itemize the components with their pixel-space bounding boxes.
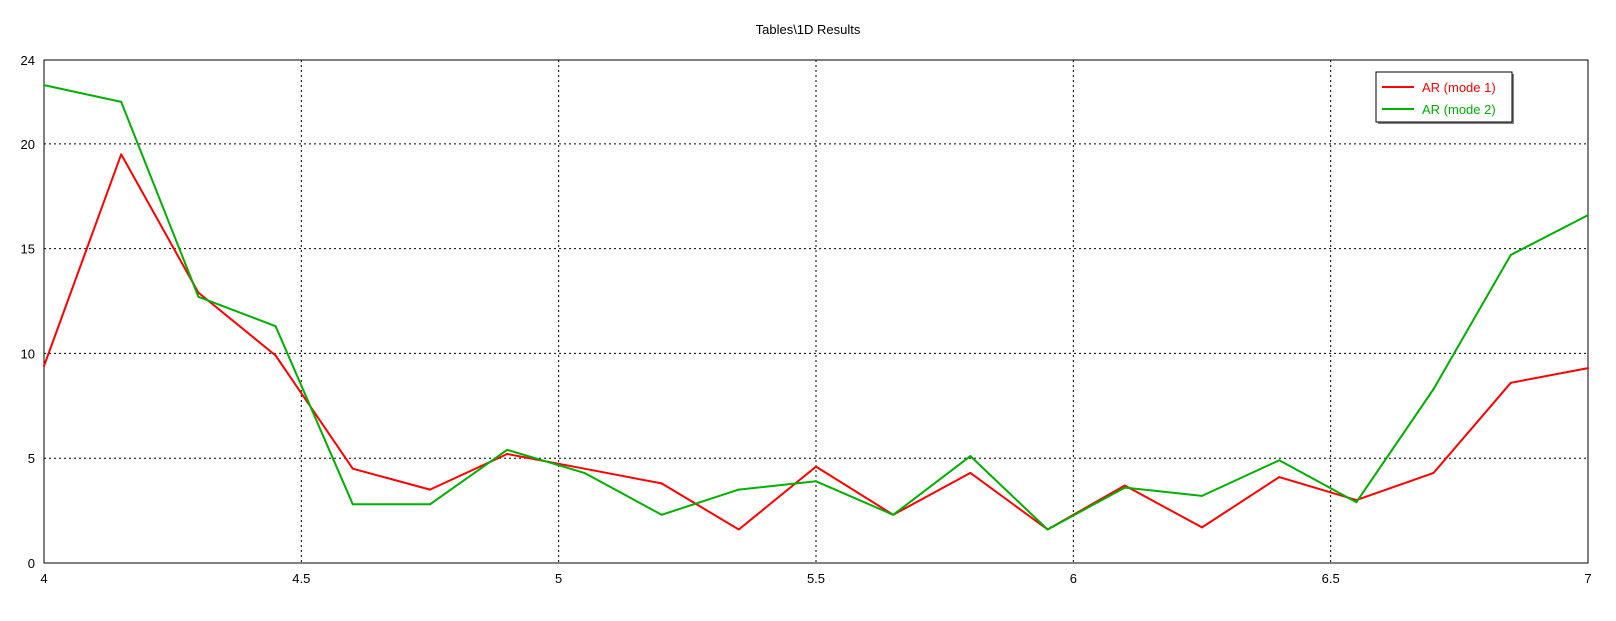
data-point — [660, 482, 663, 485]
data-point — [1201, 526, 1203, 529]
tick-labels: 4 4.5 5 5.5 6 6.5 7 0 5 10 15 20 24 — [21, 53, 1592, 586]
legend-label: AR (mode 1) — [1422, 80, 1496, 95]
data-point — [1509, 381, 1512, 384]
y-tick-label: 10 — [21, 346, 35, 361]
data-point — [1201, 494, 1203, 497]
data-point — [969, 471, 972, 474]
data-point — [583, 471, 586, 474]
data-point — [1432, 388, 1435, 391]
legend-box — [1375, 71, 1513, 123]
y-tick-label: 20 — [21, 137, 35, 152]
data-point — [429, 503, 431, 506]
data-point — [506, 448, 509, 451]
data-point — [274, 354, 277, 357]
x-tick-label: 7 — [1584, 571, 1591, 586]
data-point — [1123, 486, 1126, 489]
data-point — [1278, 459, 1281, 462]
data-point — [506, 453, 509, 456]
x-tick-label: 4.5 — [292, 571, 310, 586]
data-point — [1587, 367, 1589, 370]
y-tick-label: 15 — [21, 242, 35, 257]
data-point — [351, 467, 354, 470]
data-point — [429, 488, 431, 491]
data-point — [660, 513, 663, 516]
data-point — [120, 153, 123, 156]
plot-frame — [43, 59, 1589, 564]
x-tick-label: 5 — [555, 571, 562, 586]
x-tick-label: 6.5 — [1322, 571, 1340, 586]
data-point — [1046, 528, 1049, 531]
data-point — [1278, 476, 1281, 479]
data-point — [969, 455, 972, 458]
data-point — [120, 100, 123, 103]
data-point — [43, 364, 45, 367]
data-point — [1509, 253, 1512, 256]
data-point — [1432, 471, 1435, 474]
y-tick-label: 0 — [28, 556, 35, 571]
data-point — [583, 467, 586, 470]
data-point — [1587, 214, 1589, 217]
data-point — [274, 325, 277, 328]
y-tick-label: 24 — [21, 53, 35, 68]
x-tick-label: 5.5 — [807, 571, 825, 586]
data-point — [43, 84, 45, 87]
x-tick-label: 4 — [40, 571, 47, 586]
grid-lines — [44, 60, 1588, 563]
y-tick-label: 5 — [28, 451, 35, 466]
data-point — [892, 513, 895, 516]
series-lines — [43, 84, 1589, 531]
data-point — [815, 465, 817, 468]
data-point — [1123, 484, 1126, 487]
data-point — [1355, 501, 1358, 504]
legend-label: AR (mode 2) — [1422, 102, 1496, 117]
data-point — [737, 488, 740, 491]
data-point — [737, 528, 740, 531]
data-point — [351, 503, 354, 506]
x-tick-label: 6 — [1070, 571, 1077, 586]
data-point — [197, 295, 200, 298]
chart-title: Tables\1D Results — [755, 22, 861, 37]
legend: AR (mode 1) AR (mode 2) — [1375, 71, 1514, 124]
data-point — [815, 480, 817, 483]
